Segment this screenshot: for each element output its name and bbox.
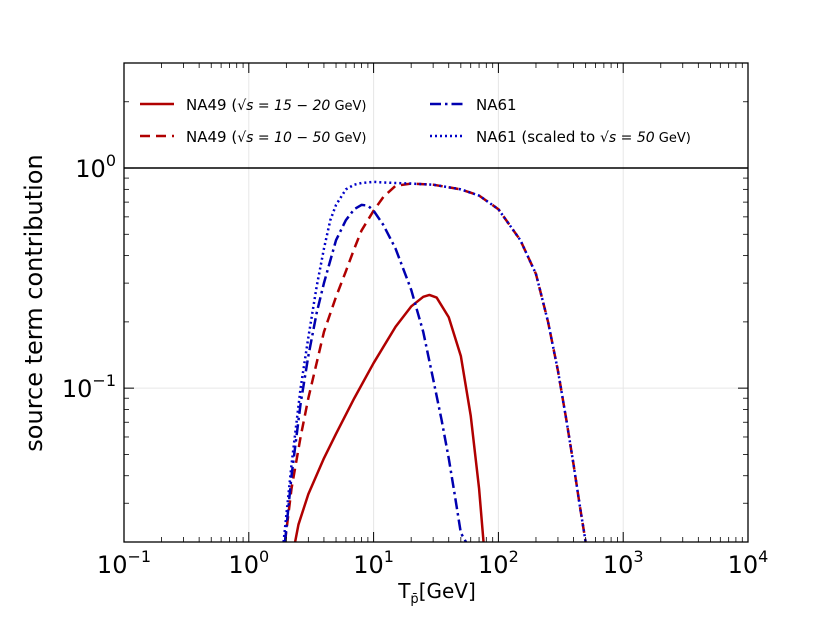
series-line-2 — [283, 203, 468, 542]
series-layer — [282, 180, 587, 542]
ticks — [123, 62, 749, 543]
x-axis-label: Tp̄[GeV] — [397, 579, 476, 607]
x-tick-label: 10−1 — [97, 547, 151, 579]
y-tick-label: 100 — [75, 151, 116, 183]
x-axis-label-main: T — [397, 579, 411, 603]
series-line-1 — [283, 182, 587, 542]
x-axis-label-unit: [GeV] — [419, 579, 476, 603]
plot-frame — [123, 62, 749, 543]
legend-label-3: NA61 (scaled to √s = 50 GeV) — [476, 128, 691, 146]
x-tick-label: 101 — [353, 547, 394, 579]
x-tick-label: 102 — [478, 547, 519, 579]
series-line-0 — [293, 293, 485, 542]
x-tick-labels: 10−1 100 101 102 103 104 — [97, 547, 768, 579]
x-axis-label-subscript: p̄ — [410, 592, 418, 607]
legend-label-2: NA61 — [476, 96, 517, 114]
series-line-3 — [282, 180, 587, 542]
y-tick-label: 10−1 — [62, 371, 116, 403]
legend-label-1: NA49 (√s = 10 − 50 GeV) — [186, 128, 366, 146]
legend: NA49 (√s = 15 − 20 GeV) NA49 (√s = 10 − 5… — [140, 96, 691, 146]
x-tick-label: 100 — [228, 547, 269, 579]
x-tick-label: 104 — [728, 547, 769, 579]
y-tick-labels: 10−1 100 — [62, 151, 116, 403]
y-axis-label: source term contribution — [20, 154, 48, 451]
legend-label-0: NA49 (√s = 15 − 20 GeV) — [186, 96, 366, 114]
x-tick-label: 103 — [603, 547, 644, 579]
